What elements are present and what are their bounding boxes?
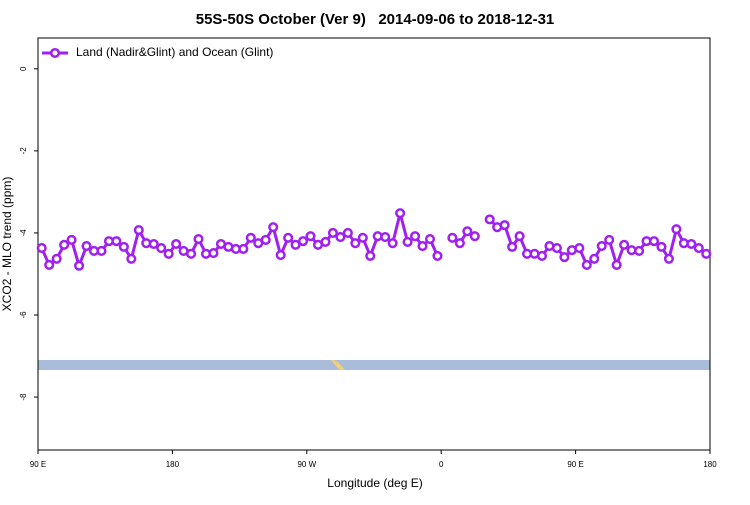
data-point	[96, 245, 107, 257]
data-point	[447, 232, 458, 243]
x-axis-label: Longitude (deg E)	[327, 476, 422, 490]
data-point	[454, 238, 465, 249]
data-point	[395, 208, 406, 219]
data-point	[186, 248, 197, 259]
data-point	[305, 231, 316, 242]
data-point	[245, 232, 256, 243]
data-point	[387, 238, 398, 249]
data-point	[380, 231, 391, 243]
data-point	[693, 243, 704, 254]
data-point	[111, 236, 122, 247]
y-tick-label: 0	[19, 66, 28, 71]
data-point	[133, 224, 144, 236]
legend-label: Land (Nadir&Glint) and Ocean (Glint)	[76, 45, 273, 59]
data-point	[59, 239, 70, 250]
data-point	[163, 248, 174, 259]
data-point	[36, 243, 47, 254]
data-point	[357, 232, 368, 243]
data-point	[193, 234, 204, 245]
x-tick-label: 90 E	[30, 460, 46, 469]
data-point	[551, 243, 562, 254]
data-point	[671, 224, 682, 235]
data-point	[499, 220, 510, 231]
data-point	[327, 227, 338, 238]
y-tick-label: -8	[19, 393, 28, 401]
data-point	[298, 236, 309, 247]
plot-frame	[37, 37, 711, 451]
data-point	[342, 227, 353, 238]
data-point	[66, 234, 77, 245]
data-point	[484, 214, 495, 225]
data-point	[238, 243, 249, 254]
data-point	[81, 241, 92, 252]
y-tick-label: -4	[19, 229, 28, 237]
data-point	[574, 243, 585, 254]
data-point	[126, 253, 137, 264]
data-point	[559, 252, 570, 263]
data-point	[148, 238, 159, 250]
data-point	[424, 234, 436, 245]
data-point	[507, 241, 518, 252]
legend-marker	[49, 47, 61, 59]
x-tick-label: 180	[166, 460, 180, 469]
data-point	[402, 236, 413, 247]
x-tick-label: 180	[703, 460, 717, 469]
data-point	[536, 250, 548, 261]
data-point	[514, 231, 525, 242]
data-point	[410, 231, 421, 242]
x-tick-label: 0	[439, 460, 444, 469]
data-point	[604, 234, 615, 245]
data-point	[432, 250, 443, 261]
data-point	[663, 253, 674, 264]
data-point	[686, 238, 697, 250]
data-point	[589, 253, 600, 264]
data-point	[350, 238, 361, 249]
data-point	[656, 241, 667, 252]
data-point	[156, 243, 167, 254]
data-point	[51, 253, 62, 264]
data-point	[320, 236, 331, 247]
data-point	[469, 231, 480, 242]
data-point	[118, 241, 129, 252]
data-point	[290, 239, 301, 250]
y-tick-label: -2	[19, 147, 28, 155]
data-point	[208, 247, 219, 259]
data-point	[260, 234, 271, 245]
data-point	[701, 248, 712, 259]
data-point	[268, 222, 279, 233]
land-strip	[331, 360, 345, 370]
y-axis-label: XCO2 - MLO trend (ppm)	[0, 177, 14, 312]
data-point	[335, 231, 346, 243]
data-point	[462, 226, 473, 237]
ocean-strip	[38, 360, 710, 370]
data-point	[44, 259, 55, 270]
data-point	[74, 260, 85, 271]
data-point	[634, 245, 645, 257]
data-point	[648, 236, 660, 247]
data-point	[275, 250, 286, 261]
data-point	[365, 250, 376, 261]
x-tick-label: 90 E	[567, 460, 583, 469]
data-point	[596, 241, 607, 252]
y-tick-label: -6	[19, 311, 28, 319]
chart-title: 55S-50S October (Ver 9) 2014-09-06 to 20…	[196, 11, 555, 28]
data-point	[417, 241, 428, 252]
data-point	[619, 239, 630, 250]
x-tick-label: 90 W	[297, 460, 316, 469]
data-point	[611, 259, 622, 270]
data-point	[581, 259, 592, 270]
data-point	[283, 232, 294, 243]
data-point	[171, 238, 182, 250]
